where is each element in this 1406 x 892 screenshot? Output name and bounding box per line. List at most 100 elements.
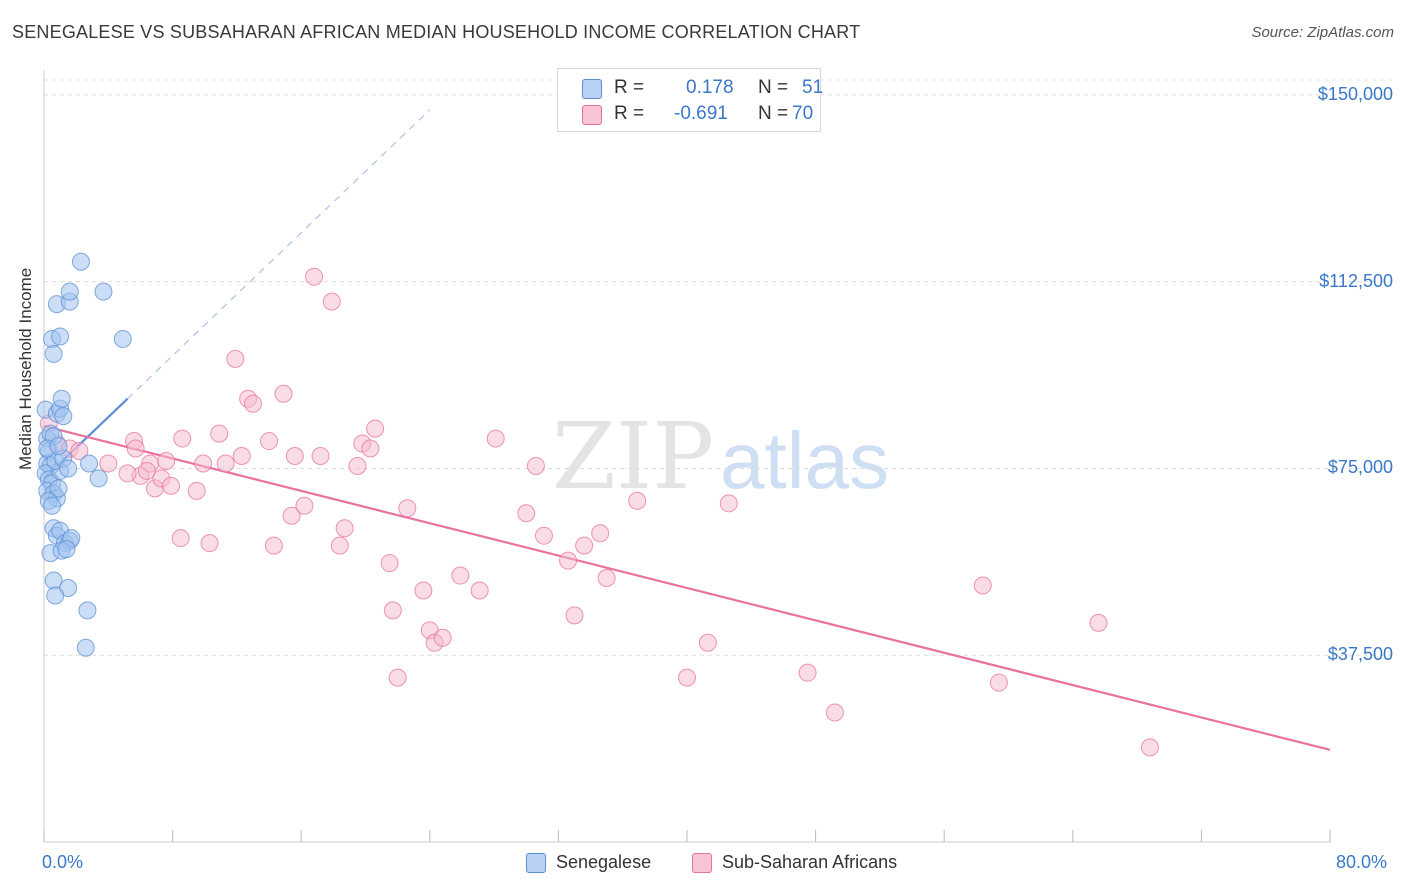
subsaharan-point xyxy=(137,461,156,480)
subsaharan-point xyxy=(157,451,176,470)
legend-series-name: Senegalese xyxy=(556,852,652,872)
legend-row-subsaharan: R = -0.691 N = 70 xyxy=(582,103,814,127)
subsaharan-point xyxy=(260,432,279,451)
gridlines xyxy=(44,79,1395,656)
subsaharan-point xyxy=(232,447,251,465)
legend-swatch-pink xyxy=(692,853,712,873)
senegalese-point xyxy=(71,252,90,271)
subsaharan-point xyxy=(99,454,118,473)
subsaharan-point xyxy=(361,439,380,458)
subsaharan-point xyxy=(591,524,610,543)
subsaharan-point xyxy=(517,504,536,523)
data-points xyxy=(36,252,1159,757)
trend-line-extension xyxy=(127,109,431,400)
legend-swatch-blue xyxy=(582,79,602,99)
y-tick-label: $75,000 xyxy=(1327,457,1393,478)
watermark-atlas: atlas xyxy=(720,416,889,505)
subsaharan-point xyxy=(1140,738,1159,757)
senegalese-point xyxy=(94,282,113,301)
subsaharan-point xyxy=(698,633,717,652)
subsaharan-point xyxy=(989,673,1008,692)
subsaharan-point xyxy=(628,491,647,510)
subsaharan-point xyxy=(194,454,213,473)
source-label: Source: ZipAtlas.com xyxy=(1251,24,1394,41)
senegalese-point xyxy=(89,469,108,488)
subsaharan-point xyxy=(398,499,417,518)
subsaharan-point xyxy=(526,456,545,475)
x-tick-label-min: 0.0% xyxy=(42,852,84,872)
subsaharan-point xyxy=(414,581,433,600)
subsaharan-point xyxy=(210,424,229,443)
subsaharan-point xyxy=(534,526,553,545)
subsaharan-point xyxy=(243,394,262,413)
subsaharan-point xyxy=(348,456,367,475)
subsaharan-point xyxy=(305,267,324,286)
senegalese-point xyxy=(60,282,79,301)
senegalese-point xyxy=(52,389,71,408)
senegalese-point xyxy=(78,601,97,620)
subsaharan-point xyxy=(171,529,190,548)
subsaharan-point xyxy=(380,554,399,573)
subsaharan-point xyxy=(433,628,452,647)
legend-r-label: R = xyxy=(614,103,645,124)
subsaharan-point xyxy=(200,534,219,553)
subsaharan-point xyxy=(187,481,206,500)
chart-title: SENEGALESE VS SUBSAHARAN AFRICAN MEDIAN … xyxy=(12,22,861,42)
x-tick-label-max: 80.0% xyxy=(1336,852,1388,872)
subsaharan-point xyxy=(226,349,245,368)
watermark-zip: ZIP xyxy=(552,403,714,510)
subsaharan-point xyxy=(366,419,385,438)
legend-series-name: Sub-Saharan Africans xyxy=(722,852,898,872)
subsaharan-point xyxy=(383,601,402,620)
subsaharan-point xyxy=(311,447,330,465)
legend-n-label: N = xyxy=(758,103,789,124)
subsaharan-point xyxy=(161,476,180,495)
subsaharan-point xyxy=(565,606,584,625)
subsaharan-point xyxy=(285,447,304,465)
subsaharan-point xyxy=(388,668,407,687)
subsaharan-point xyxy=(264,536,283,555)
senegalese-point xyxy=(51,327,70,346)
subsaharan-point xyxy=(330,536,349,555)
trend-line xyxy=(43,425,1331,751)
subsaharan-point xyxy=(470,581,489,600)
legend-r-value: -0.691 xyxy=(674,103,728,124)
senegalese-point xyxy=(54,407,73,426)
subsaharan-point xyxy=(798,663,817,682)
subsaharan-point xyxy=(1089,613,1108,632)
subsaharan-point xyxy=(173,429,192,448)
subsaharan-point xyxy=(678,668,696,687)
subsaharan-point xyxy=(597,569,616,588)
senegalese-point xyxy=(49,437,68,456)
subsaharan-point xyxy=(335,519,354,538)
legend-row-senegalese: R = 0.178 N = 51 xyxy=(582,77,823,101)
y-tick-label: $150,000 xyxy=(1317,83,1393,104)
senegalese-point xyxy=(59,459,78,478)
subsaharan-point xyxy=(451,566,470,585)
senegalese-point xyxy=(43,496,62,515)
senegalese-point xyxy=(44,344,63,363)
subsaharan-point xyxy=(575,536,594,555)
legend-n-value: 70 xyxy=(792,103,814,124)
y-tick-label: $37,500 xyxy=(1327,644,1393,665)
subsaharan-point xyxy=(118,464,137,483)
legend-swatch-pink xyxy=(582,105,602,125)
legend-n-label: N = xyxy=(758,77,789,98)
legend-swatch-blue xyxy=(526,853,546,873)
subsaharan-point xyxy=(126,439,145,458)
subsaharan-point xyxy=(70,442,89,461)
subsaharan-point xyxy=(295,496,314,515)
legend-n-value: 51 xyxy=(802,77,824,98)
subsaharan-point xyxy=(486,429,505,448)
senegalese-point xyxy=(49,479,68,498)
senegalese-point xyxy=(113,329,132,348)
subsaharan-point xyxy=(282,506,301,525)
subsaharan-point xyxy=(559,551,578,570)
subsaharan-point xyxy=(216,454,235,473)
senegalese-point xyxy=(57,540,76,559)
legend-r-value: 0.178 xyxy=(686,77,734,98)
y-axis-label: Median Household Income xyxy=(16,267,35,470)
y-tick-label: $112,500 xyxy=(1319,270,1393,291)
legend-r-label: R = xyxy=(614,77,645,98)
